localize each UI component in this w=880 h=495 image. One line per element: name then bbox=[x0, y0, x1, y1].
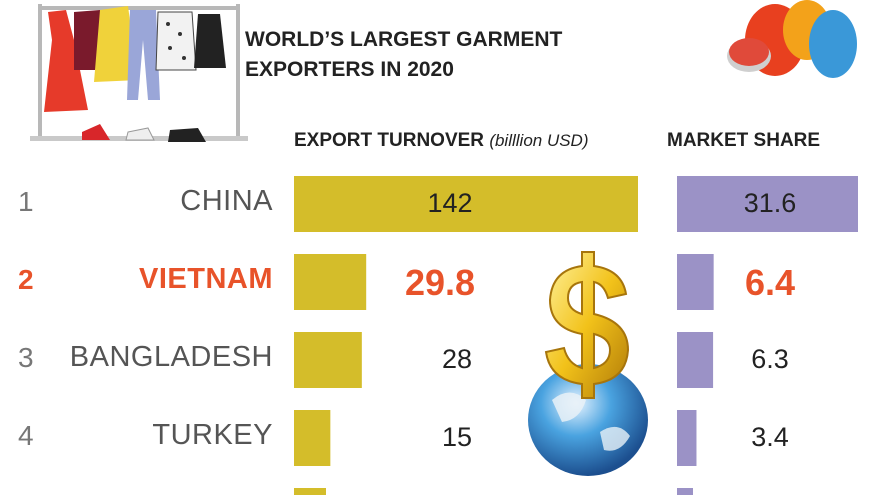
share-header: MARKET SHARE bbox=[667, 130, 821, 151]
title-line-1: WORLD’S LARGEST GARMENT bbox=[245, 28, 563, 51]
turnover-value-label: 15 bbox=[441, 422, 473, 452]
turnover-bar bbox=[294, 176, 638, 232]
share-value-label: 3.4 bbox=[751, 422, 789, 452]
turnover-header: EXPORT TURNOVER (billlion USD) bbox=[294, 130, 589, 152]
share-value-label: 6.4 bbox=[744, 262, 796, 303]
country-label: VIETNAM bbox=[139, 263, 273, 295]
country-label: BANGLADESH bbox=[69, 341, 273, 373]
share-value-label: 6.3 bbox=[751, 344, 789, 374]
share-bar-partial bbox=[677, 488, 693, 495]
turnover-header-unit: (billlion USD) bbox=[489, 131, 589, 150]
dollar-globe-icon bbox=[528, 251, 648, 476]
share-bar bbox=[677, 254, 714, 310]
country-label: CHINA bbox=[180, 185, 273, 217]
share-bar bbox=[677, 410, 697, 466]
turnover-bar bbox=[294, 254, 367, 310]
turnover-value-label: 28 bbox=[441, 344, 473, 374]
share-value-label: 31.6 bbox=[743, 188, 797, 218]
rank-label: 4 bbox=[18, 420, 34, 451]
rank-label: 3 bbox=[18, 342, 34, 373]
turnover-bar bbox=[294, 332, 362, 388]
clothing-rack-icon bbox=[30, 4, 248, 142]
share-bar bbox=[677, 176, 858, 232]
rank-label: 2 bbox=[18, 264, 34, 295]
title-line-2: EXPORTERS IN 2020 bbox=[245, 58, 454, 81]
chart-title: WORLD’S LARGEST GARMENT EXPORTERS IN 202… bbox=[245, 25, 562, 85]
share-bar bbox=[677, 332, 714, 388]
turnover-bar bbox=[294, 410, 331, 466]
country-label: TURKEY bbox=[152, 419, 273, 451]
turnover-bar-partial bbox=[294, 488, 326, 495]
thread-spools-icon bbox=[727, 0, 857, 78]
turnover-value-label: 142 bbox=[427, 188, 473, 218]
turnover-value-label: 29.8 bbox=[404, 262, 476, 303]
rank-label: 1 bbox=[18, 186, 34, 217]
turnover-header-label: EXPORT TURNOVER bbox=[294, 130, 485, 151]
